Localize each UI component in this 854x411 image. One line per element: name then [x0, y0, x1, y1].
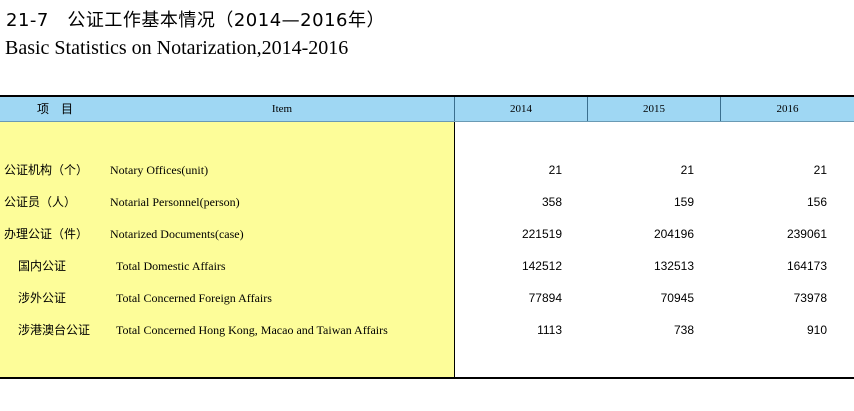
header-year-2016: 2016 — [776, 103, 799, 115]
cell-2015: 204196 — [653, 227, 694, 241]
table-row: 国内公证 Total Domestic Affairs 142512 13251… — [0, 256, 854, 276]
title-english: Basic Statistics on Notarization,2014-20… — [5, 37, 349, 59]
cell-2015: 70945 — [660, 291, 694, 305]
row-label-chinese: 公证机构（个） — [4, 163, 89, 177]
cell-2016: 164173 — [786, 259, 827, 273]
row-label-chinese: 涉外公证 — [18, 291, 67, 305]
row-label-english: Total Concerned Hong Kong, Macao and Tai… — [116, 323, 388, 337]
title-chinese: 21-7 公证工作基本情况（2014—2016年） — [6, 10, 385, 31]
row-label-english: Total Domestic Affairs — [116, 259, 226, 273]
row-label-english: Notary Offices(unit) — [110, 163, 209, 177]
cell-2015: 132513 — [653, 259, 694, 273]
cell-2015: 738 — [673, 323, 694, 337]
table-row: 办理公证（件） Notarized Documents(case) 221519… — [0, 224, 854, 244]
row-label-english: Notarial Personnel(person) — [110, 195, 240, 209]
header-divider — [454, 97, 455, 121]
column-divider — [454, 122, 455, 377]
header-item-chinese: 项 目 — [36, 102, 73, 116]
cell-2015: 159 — [673, 195, 694, 209]
cell-2014: 358 — [541, 195, 562, 209]
cell-2014: 142512 — [521, 259, 562, 273]
cell-2014: 1113 — [537, 323, 562, 337]
cell-2014: 21 — [548, 163, 562, 177]
table-row: 涉外公证 Total Concerned Foreign Affairs 778… — [0, 288, 854, 308]
cell-2015: 21 — [680, 163, 694, 177]
table-row: 公证机构（个） Notary Offices(unit) 21 21 21 — [0, 160, 854, 180]
table-row: 涉港澳台公证 Total Concerned Hong Kong, Macao … — [0, 320, 854, 340]
row-label-chinese: 办理公证（件） — [4, 227, 89, 241]
cell-2014: 221519 — [521, 227, 562, 241]
row-label-chinese: 公证员（人） — [4, 195, 77, 209]
cell-2016: 21 — [813, 163, 827, 177]
cell-2016: 156 — [806, 195, 827, 209]
header-year-2015: 2015 — [643, 103, 665, 115]
cell-2016: 910 — [806, 323, 827, 337]
header-divider — [720, 97, 721, 121]
table-top-rule — [0, 95, 854, 97]
row-label-english: Notarized Documents(case) — [110, 227, 244, 241]
table-header-row: 项 目 Item 2014 2015 2016 — [0, 97, 854, 122]
cell-2014: 77894 — [528, 291, 562, 305]
item-column-background — [0, 122, 454, 377]
table-row: 公证员（人） Notarial Personnel(person) 358 15… — [0, 192, 854, 212]
row-label-english: Total Concerned Foreign Affairs — [116, 291, 272, 305]
table-bottom-rule — [0, 377, 854, 379]
cell-2016: 73978 — [793, 291, 827, 305]
statistics-table: 项 目 Item 2014 2015 2016 公证机构（个） Notary O… — [0, 95, 854, 380]
header-item-english: Item — [271, 103, 293, 115]
header-year-2014: 2014 — [510, 103, 532, 115]
row-label-chinese: 国内公证 — [18, 259, 67, 273]
row-label-chinese: 涉港澳台公证 — [18, 323, 91, 337]
cell-2016: 239061 — [786, 227, 827, 241]
header-divider — [587, 97, 588, 121]
